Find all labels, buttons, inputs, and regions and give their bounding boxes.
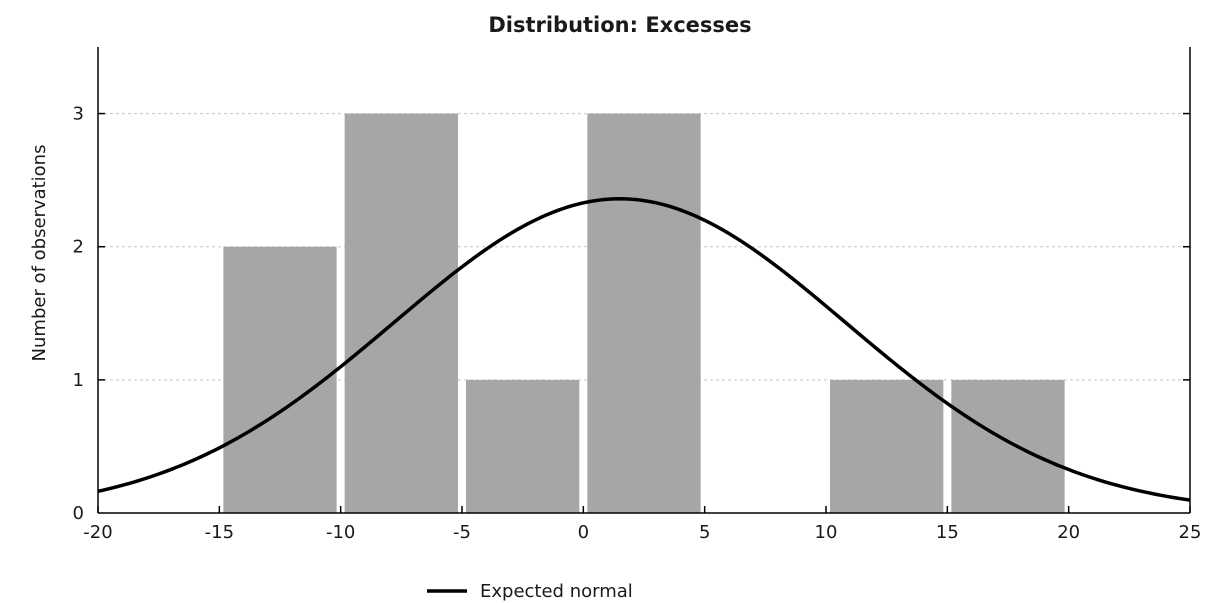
histogram-bar-0-to-5	[587, 113, 701, 514]
tick-labels: -20 -15 -10 -5 0 5 10 15 20 25 0 1 2 3	[73, 104, 1202, 543]
x-tick-label-25: 25	[1179, 522, 1202, 543]
x-tick-label--5: -5	[453, 522, 471, 543]
legend-label-expected-normal: Expected normal	[480, 581, 633, 602]
histogram-bar-15-to-20	[951, 379, 1065, 513]
x-tick-label-0: 0	[578, 522, 589, 543]
x-tick-label--15: -15	[205, 522, 234, 543]
histogram-bars	[223, 113, 1065, 514]
y-tick-label-3: 3	[73, 104, 84, 125]
legend: Expected normal	[427, 581, 633, 602]
histogram-bar--10-to--5	[344, 113, 458, 514]
y-tick-label-0: 0	[73, 503, 84, 524]
x-tick-label--10: -10	[326, 522, 355, 543]
expected-normal-curve	[97, 197, 1191, 502]
histogram-bar-10-to-15	[830, 379, 944, 513]
chart-title: Distribution: Excesses	[488, 13, 751, 37]
x-tick-label-20: 20	[1057, 522, 1080, 543]
y-axis-label: Number of observations	[29, 145, 50, 362]
chart-axes	[97, 47, 1191, 514]
y-tick-label-1: 1	[73, 370, 84, 391]
x-tick-label--20: -20	[83, 522, 112, 543]
histogram-bar--15-to--10	[223, 246, 337, 513]
tick-marks	[97, 112, 1191, 513]
normal-curve-layer	[97, 197, 1191, 502]
x-tick-label-15: 15	[936, 522, 959, 543]
x-tick-label-5: 5	[699, 522, 710, 543]
x-tick-label-10: 10	[815, 522, 838, 543]
y-tick-label-2: 2	[73, 237, 84, 258]
histogram-bar--5-to-0	[466, 379, 580, 513]
